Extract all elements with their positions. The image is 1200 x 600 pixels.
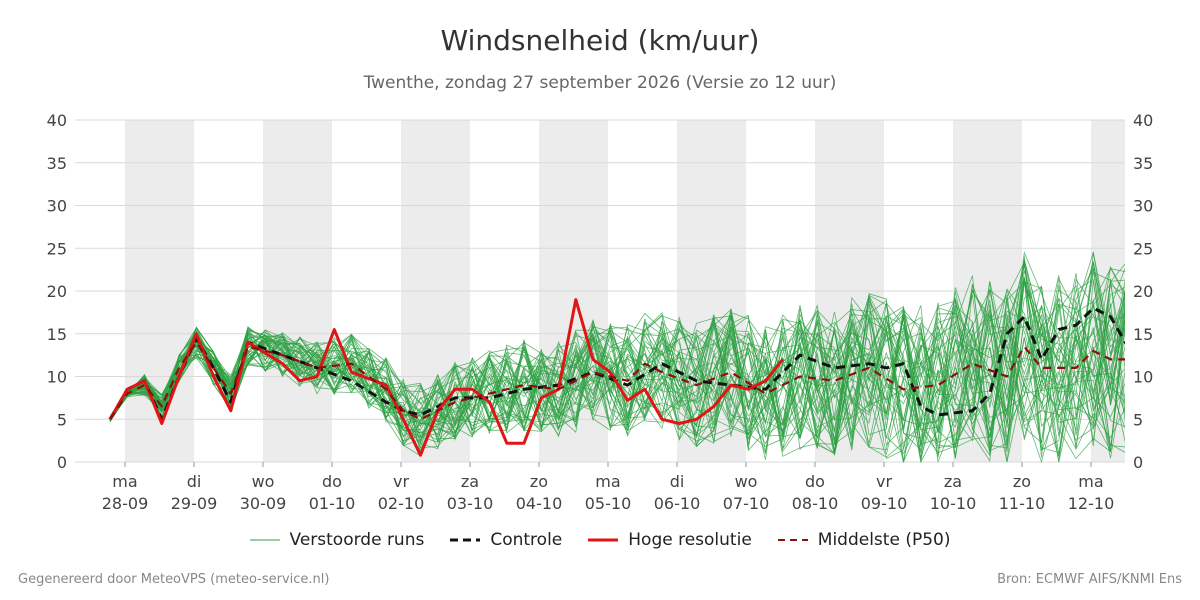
y-tick-label-left: 20 [47,282,67,301]
legend-label-hires: Hoge resolutie [628,530,752,550]
ensemble-member-line [109,303,1125,447]
x-tick-date: 02-10 [378,494,425,513]
ensemble-member-line [109,260,1125,464]
y-tick-label-right: 30 [1133,197,1153,216]
x-tick-day: di [670,472,685,491]
x-tick-date: 05-10 [585,494,632,513]
ensemble-member-line [109,300,1125,451]
x-tick-date: 28-09 [102,494,149,513]
x-tick-day: za [461,472,479,491]
legend-item-median: Middelste (P50) [777,530,951,550]
chart-title: Windsnelheid (km/uur) [440,24,760,57]
legend-swatch-ensemble [249,539,280,541]
x-tick-day: vr [876,472,892,491]
y-tick-label-left: 40 [47,111,67,130]
y-tick-label-left: 15 [47,325,67,344]
x-tick-date: 06-10 [654,494,701,513]
y-tick-label-left: 0 [57,453,67,472]
legend: Verstoorde runs Controle Hoge resolutie … [0,530,1200,550]
y-tick-label-right: 5 [1133,410,1143,429]
x-tick-date: 07-10 [723,494,770,513]
x-tick-day: zo [530,472,548,491]
x-tick-day: do [805,472,825,491]
x-tick-date: 30-09 [240,494,287,513]
x-tick-day: wo [735,472,758,491]
x-tick-date: 08-10 [792,494,839,513]
ensemble-member-line [109,279,1125,463]
x-tick-date: 03-10 [447,494,494,513]
x-tick-date: 04-10 [516,494,563,513]
x-tick-day: wo [252,472,275,491]
x-tick-date: 29-09 [171,494,218,513]
x-tick-date: 12-10 [1068,494,1115,513]
x-tick-day: ma [1078,472,1103,491]
x-tick-day: vr [393,472,409,491]
x-tick-date: 01-10 [309,494,356,513]
legend-label-ensemble: Verstoorde runs [289,530,425,550]
ensemble-member-line [109,286,1125,455]
x-tick-day: za [944,472,962,491]
footer-credit: Gegenereerd door MeteoVPS (meteo-service… [18,572,330,587]
hires-series-line [108,298,784,457]
ensemble-member-line [109,252,1125,442]
y-tick-label-right: 15 [1133,325,1153,344]
y-tick-label-right: 10 [1133,368,1153,387]
x-tick-day: ma [595,472,620,491]
y-tick-label-right: 25 [1133,239,1153,258]
ensemble-member-line [109,266,1125,460]
ensemble-member-line [109,265,1125,457]
ensemble-member-line [109,267,1125,458]
x-tick-date: 10-10 [930,494,977,513]
legend-label-median: Middelste (P50) [817,530,951,550]
legend-label-control: Controle [490,530,563,550]
x-tick-day: ma [112,472,137,491]
footer-source: Bron: ECMWF AIFS/KNMI Ens [997,572,1182,587]
y-tick-label-left: 30 [47,197,67,216]
wind-speed-chart: 0 0 5 5 10 10 15 15 20 20 25 25 30 30 35 35 40 40 ma 28-09 d… [47,111,1154,513]
chart-subtitle: Twenthe, zondag 27 september 2026 (Versi… [363,73,837,93]
y-tick-label-right: 20 [1133,282,1153,301]
legend-item-control: Controle [450,530,562,550]
y-tick-label-left: 10 [47,368,67,387]
x-tick-date: 11-10 [999,494,1046,513]
y-tick-label-left: 35 [47,154,67,173]
median-series-line [109,341,1125,421]
y-tick-label-right: 40 [1133,111,1153,130]
y-tick-label-right: 35 [1133,154,1153,173]
x-tick-day: do [322,472,342,491]
x-tick-day: di [187,472,202,491]
y-tick-label-right: 0 [1133,453,1143,472]
ensemble-member-line [109,266,1125,449]
control-series-line [108,306,1125,421]
ensemble-member-line [109,284,1125,463]
y-tick-label-left: 25 [47,239,67,258]
ensemble-member-line [109,283,1125,464]
legend-item-hires: Hoge resolutie [588,530,752,550]
x-tick-day: zo [1013,472,1031,491]
legend-swatch-control [450,538,481,542]
x-tick-date: 09-10 [861,494,908,513]
y-tick-label-left: 5 [57,410,67,429]
legend-swatch-median [777,539,808,541]
legend-item-ensemble: Verstoorde runs [249,530,425,550]
legend-swatch-hires [588,538,619,542]
